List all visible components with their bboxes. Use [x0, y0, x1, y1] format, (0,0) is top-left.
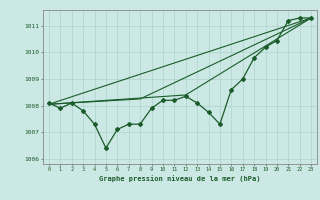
- X-axis label: Graphe pression niveau de la mer (hPa): Graphe pression niveau de la mer (hPa): [99, 175, 261, 182]
